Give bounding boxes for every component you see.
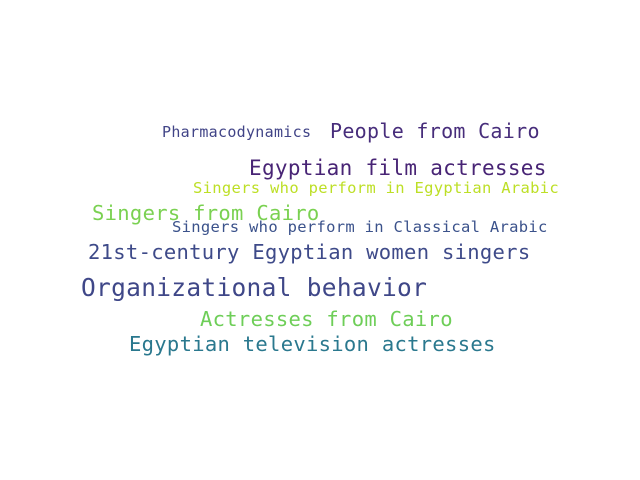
word-actresses-from-cairo: Actresses from Cairo bbox=[200, 307, 453, 331]
word-people-from-cairo: People from Cairo bbox=[330, 119, 540, 143]
word-egyptian-television-actresses: Egyptian television actresses bbox=[129, 332, 496, 356]
word-21st-century-egyptian-women-singers: 21st-century Egyptian women singers bbox=[88, 240, 531, 264]
word-organizational-behavior: Organizational behavior bbox=[81, 273, 428, 302]
word-egyptian-film-actresses: Egyptian film actresses bbox=[249, 156, 547, 180]
word-singers-from-cairo: Singers from Cairo bbox=[92, 201, 320, 225]
word-singers-egyptian-arabic: Singers who perform in Egyptian Arabic bbox=[193, 179, 560, 197]
word-pharmacodynamics: Pharmacodynamics bbox=[162, 123, 312, 141]
word-singers-classical-arabic: Singers who perform in Classical Arabic bbox=[172, 218, 548, 236]
